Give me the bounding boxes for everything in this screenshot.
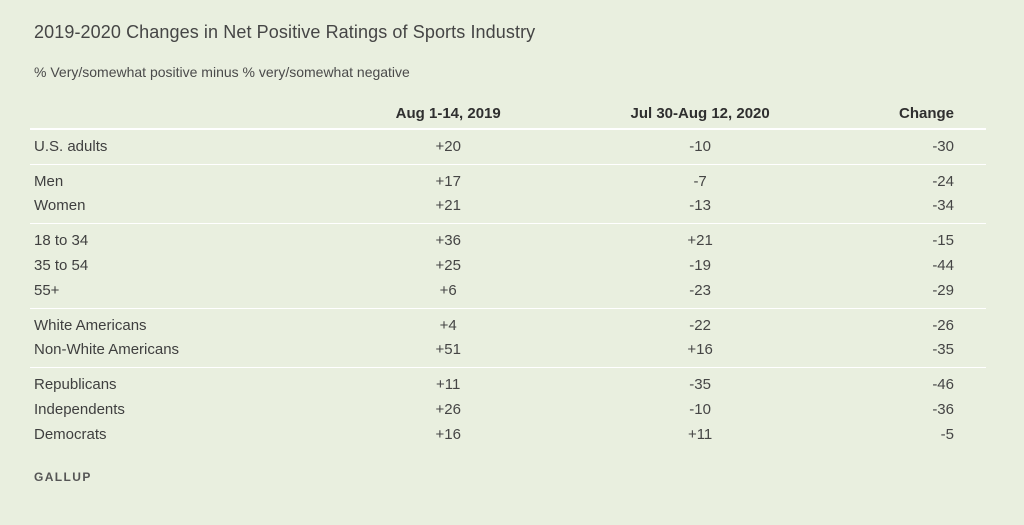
value-2020: -7 — [693, 172, 707, 190]
value-2020: -10 — [689, 401, 711, 419]
row-label: U.S. adults — [34, 137, 108, 155]
row-label: 35 to 54 — [34, 257, 89, 275]
value-change: -44 — [932, 257, 954, 275]
table-row: Independents +26 -10 -36 — [30, 397, 986, 422]
row-label: Republicans — [34, 376, 117, 394]
value-2019: +4 — [439, 316, 457, 334]
table-row: White Americans +4 -22 -26 — [30, 313, 986, 338]
value-change: -24 — [932, 172, 954, 190]
value-2020: +16 — [687, 341, 713, 359]
table-row: U.S. adults +20 -10 -30 — [30, 134, 986, 159]
table-row: 35 to 54 +25 -19 -44 — [30, 253, 986, 278]
value-2019: +26 — [435, 401, 461, 419]
table-row: Women +21 -13 -34 — [30, 194, 986, 219]
value-2019: +51 — [435, 341, 461, 359]
value-2019: +21 — [435, 197, 461, 215]
value-2020: -19 — [689, 257, 711, 275]
value-2020: -22 — [689, 316, 711, 334]
table-header-row: Aug 1-14, 2019 Jul 30-Aug 12, 2020 Chang… — [30, 100, 986, 130]
value-2019: +6 — [439, 281, 457, 299]
ratings-table: Aug 1-14, 2019 Jul 30-Aug 12, 2020 Chang… — [30, 100, 986, 452]
table-row: Republicans +11 -35 -46 — [30, 372, 986, 397]
value-2019: +17 — [435, 172, 461, 190]
row-label: Independents — [34, 401, 125, 419]
table-row: 18 to 34 +36 +21 -15 — [30, 228, 986, 253]
row-label: Non-White Americans — [34, 341, 180, 359]
table-group-age: 18 to 34 +36 +21 -15 35 to 54 +25 -19 -4… — [30, 224, 986, 309]
row-label: 55+ — [34, 281, 60, 299]
value-2019: +11 — [436, 376, 461, 394]
header-2019: Aug 1-14, 2019 — [395, 104, 501, 122]
value-2020: +11 — [687, 425, 713, 443]
source-logo-gallup: GALLUP — [34, 470, 92, 484]
value-change: -34 — [932, 197, 954, 215]
value-change: -15 — [932, 232, 954, 250]
value-2019: +25 — [435, 257, 461, 275]
value-2019: +36 — [435, 232, 461, 250]
table-row: Men +17 -7 -24 — [30, 169, 986, 194]
value-change: -46 — [932, 376, 954, 394]
table-group-race: White Americans +4 -22 -26 Non-White Ame… — [30, 309, 986, 369]
table-group-party: Republicans +11 -35 -46 Independents +26… — [30, 368, 986, 451]
chart-title: 2019-2020 Changes in Net Positive Rating… — [34, 22, 536, 42]
row-label: 18 to 34 — [34, 232, 89, 250]
table-row: 55+ +6 -23 -29 — [30, 278, 986, 303]
value-change: -36 — [932, 401, 954, 419]
value-2019: +16 — [435, 425, 461, 443]
row-label: Men — [34, 172, 64, 190]
header-2020: Jul 30-Aug 12, 2020 — [630, 104, 770, 122]
value-change: -30 — [932, 137, 954, 155]
table-group-gender: Men +17 -7 -24 Women +21 -13 -34 — [30, 165, 986, 225]
row-label: White Americans — [34, 316, 147, 334]
table-row: Non-White Americans +51 +16 -35 — [30, 338, 986, 363]
value-2020: -35 — [689, 376, 711, 394]
value-change: -35 — [932, 341, 954, 359]
header-change: Change — [898, 104, 954, 122]
table-group-overall: U.S. adults +20 -10 -30 — [30, 130, 986, 165]
value-change: -26 — [932, 316, 954, 334]
table-row: Democrats +16 +11 -5 — [30, 422, 986, 447]
row-label: Democrats — [34, 425, 107, 443]
value-2020: -10 — [689, 137, 711, 155]
value-2020: -23 — [689, 281, 711, 299]
row-label: Women — [34, 197, 86, 215]
value-change: -5 — [940, 425, 954, 443]
value-2020: -13 — [689, 197, 711, 215]
value-2019: +20 — [435, 137, 461, 155]
value-2020: +21 — [687, 232, 713, 250]
value-change: -29 — [932, 281, 954, 299]
chart-subtitle: % Very/somewhat positive minus % very/so… — [34, 64, 410, 80]
